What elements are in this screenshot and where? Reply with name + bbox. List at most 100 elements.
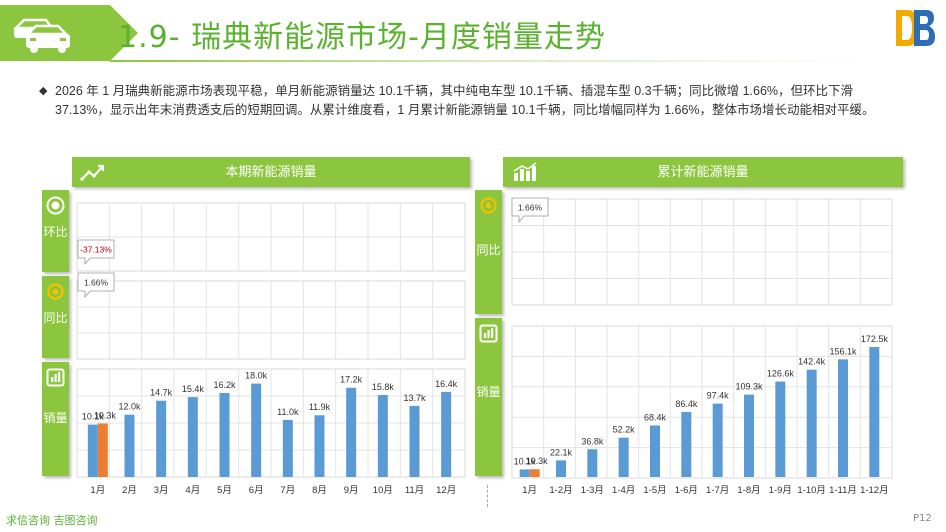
bar-value-label: 10.1k [82,412,105,422]
page-title: 1.9- 瑞典新能源市场-月度销量走势 [118,20,606,55]
bar [587,449,598,477]
bar-value-label: 18.0k [245,371,268,381]
header-band [0,5,138,61]
bar-value-label: 15.4k [182,384,205,394]
summary-paragraph: ◆ 2026 年 1 月瑞典新能源市场表现平稳，单月新能源销量达 10.1千辆，… [39,82,895,120]
tab-yoy-left-label: 同比 [43,311,68,325]
bar-value-label: 142.4k [798,357,826,367]
bar-value-label: 14.7k [150,388,173,398]
bar [124,414,135,477]
bar [806,369,817,477]
bar [744,394,754,477]
bar [838,359,848,477]
panel-divider [487,485,488,507]
tab-sales-right: 销量 [475,318,502,476]
trend-line-icon [80,164,105,181]
left-panel-title: 本期新能源销量 [225,164,317,179]
left-panel-header: 本期新能源销量 [72,157,470,187]
right-panel-header: 累计新能源销量 [503,157,903,187]
x-tick-label: 1-3月 [581,485,604,496]
x-tick-label: 11月 [405,485,424,496]
bar [712,403,723,477]
bar [219,392,230,477]
mom-callout: -37.13% [80,245,112,255]
header: 1.9- 瑞典新能源市场-月度销量走势 [0,0,946,66]
yoy-callout-right: 1.66% [518,203,543,213]
source-note: 求信咨询 吉图咨询 [6,514,98,527]
x-tick-label: 7月 [280,485,295,496]
x-tick-label: 1-2月 [549,485,572,496]
bar-value-label: 109.3k [735,382,763,392]
bar [650,425,660,477]
x-tick-label: 1-4月 [612,485,635,496]
x-tick-label: 1-11月 [829,485,857,496]
bar [775,381,786,477]
bar [556,460,566,477]
x-tick-label: 1-9月 [769,485,792,496]
sun-icon [47,283,64,300]
tab-sales-right-label: 销量 [476,385,501,399]
bar-value-label: 68.4k [644,412,667,422]
bar-value-label: 12.0k [118,402,141,412]
bar [156,400,167,477]
x-tick-label: 1-8月 [737,485,760,496]
x-tick-label: 4月 [185,485,200,496]
x-tick-label: 1-6月 [675,485,698,496]
bar [251,383,262,477]
bar-value-label: 10.1k [514,456,537,466]
bar-chart-icon [513,162,537,181]
bar-value-label: 11.0k [277,407,299,417]
page-number: P12 [913,513,932,524]
tab-sales-left-label: 销量 [43,411,68,425]
car-icon [12,18,70,53]
bar [681,411,692,477]
x-tick-label: 1月 [522,485,537,496]
x-tick-label: 9月 [344,485,359,496]
bar-value-label: 11.9k [309,402,331,412]
tab-yoy-right: 同比 [475,190,502,314]
bar [346,387,357,477]
bar-value-label: 86.4k [675,399,698,409]
bar-value-label: 126.6k [767,369,795,379]
bar [618,437,629,477]
brand-logo [896,10,935,46]
bar-series2 [529,469,540,477]
x-tick-label: 1月 [90,485,105,496]
bar-value-label: 15.8k [372,382,395,392]
x-tick-label: 1-5月 [643,485,666,496]
sun-icon [480,197,497,214]
chart-box-icon [46,368,65,387]
bar-value-label: 97.4k [707,391,730,401]
bar-value-label: 172.5k [861,334,889,344]
x-tick-label: 6月 [249,485,264,496]
header-underline [110,60,870,62]
tab-mom-label: 环比 [43,225,68,239]
bar [377,395,388,477]
yoy-callout-left-box [77,272,115,299]
bar-value-label-series2: 10.3k [94,411,117,421]
bar [282,419,293,477]
tab-sales-left: 销量 [42,362,69,476]
bar [869,347,880,477]
bar-value-label: 16.4k [435,379,458,389]
bar-value-label: 22.1k [550,447,573,457]
x-tick-label: 1-7月 [706,485,729,496]
x-tick-label: 5月 [217,485,232,496]
x-tick-label: 12月 [436,485,456,496]
bar-series2 [97,423,108,477]
bar-value-label: 156.1k [829,346,857,356]
x-tick-label: 1-12月 [860,485,889,496]
x-tick-label: 2月 [122,485,137,496]
bar-value-label: 52.2k [613,425,636,435]
bar [87,424,98,477]
bar-value-label: 16.2k [213,380,236,390]
bar-value-label: 13.7k [403,393,426,403]
bar-value-label: 36.8k [581,436,604,446]
summary-text: 2026 年 1 月瑞典新能源市场表现平稳，单月新能源销量达 10.1千辆，其中… [55,84,875,117]
x-tick-label: 3月 [154,485,169,496]
bullet-diamond-icon: ◆ [39,85,48,97]
right-panel-title: 累计新能源销量 [657,164,749,179]
chart-box-icon [479,324,498,343]
tab-mom: 环比 [42,190,69,272]
